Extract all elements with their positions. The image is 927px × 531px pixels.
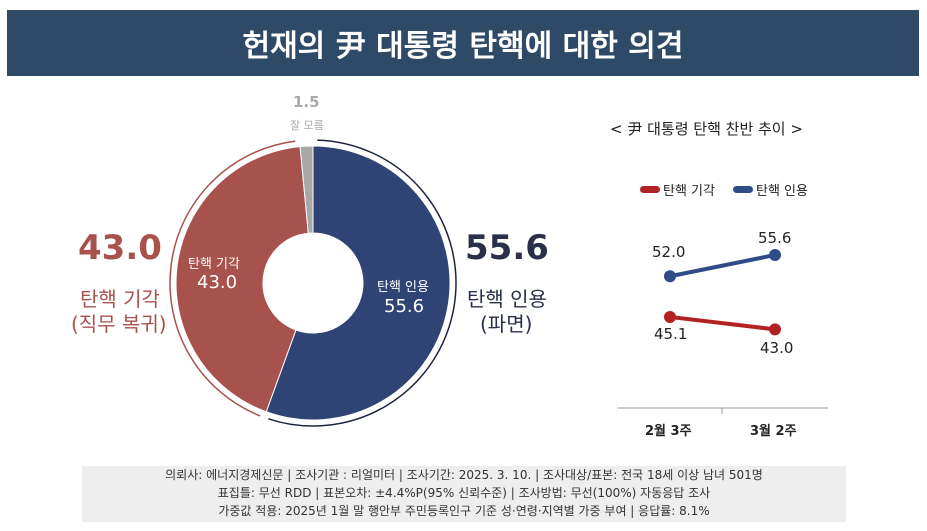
legend-oppose-icon — [640, 186, 660, 193]
donut-chart — [169, 139, 457, 427]
approve-big-value: 55.6 — [465, 228, 549, 268]
slice-unknown — [299, 145, 314, 234]
x-tick-0: 2월 3주 — [645, 424, 692, 439]
oppose-big-value: 43.0 — [78, 228, 162, 268]
point-oppose-1 — [769, 323, 781, 336]
x-tick-1: 3월 2주 — [750, 424, 797, 439]
series-line-approve — [669, 253, 776, 279]
approve-inner-value: 55.6 — [384, 296, 425, 317]
oppose-label-0: 45.1 — [654, 325, 688, 343]
line-chart — [618, 249, 828, 414]
approve-label-1: 55.6 — [758, 229, 792, 247]
oppose-inner-label: 탄핵 기각 — [188, 257, 240, 272]
point-approve-1 — [769, 249, 781, 261]
page-title: 헌재의 尹 대통령 탄핵에 대한 의견 — [7, 10, 919, 76]
legend-approve-label: 탄핵 인용 — [756, 184, 808, 199]
slice-oppose-bracket-arc — [169, 140, 296, 417]
approve-title: 탄핵 인용 — [467, 287, 547, 311]
oppose-sub: (직무 복귀) — [71, 312, 167, 336]
slice-approve-bracket-arc — [268, 139, 457, 427]
slice-oppose — [175, 146, 309, 413]
slice-approve — [265, 145, 451, 421]
oppose-label-1: 43.0 — [760, 339, 794, 357]
survey-footnote: 의뢰사: 에너지경제신문 | 조사기관 : 리얼미터 | 조사기간: 2025.… — [82, 466, 846, 522]
oppose-title: 탄핵 기각 — [80, 287, 160, 311]
oppose-inner-value: 43.0 — [197, 272, 238, 293]
footnote-line-1: 의뢰사: 에너지경제신문 | 조사기관 : 리얼미터 | 조사기간: 2025.… — [165, 468, 763, 482]
unknown-label: 잘 모름 — [290, 119, 324, 132]
approve-label-0: 52.0 — [652, 243, 686, 261]
legend-oppose: 탄핵 기각 — [640, 180, 715, 199]
legend-approve-icon — [733, 186, 753, 193]
approve-sub: (파면) — [480, 312, 533, 336]
legend-approve: 탄핵 인용 — [733, 180, 808, 199]
line-chart-title: < 尹 대통령 탄핵 찬반 추이 > — [610, 120, 803, 138]
unknown-value: 1.5 — [293, 93, 320, 111]
point-approve-0 — [664, 270, 676, 283]
footnote-line-3: 가중값 적용: 2025년 1월 말 행안부 주민등록인구 기준 성·연령·지역… — [218, 504, 710, 518]
series-line-oppose — [669, 314, 776, 332]
legend-oppose-label: 탄핵 기각 — [663, 184, 715, 199]
footnote-line-2: 표집틀: 무선 RDD | 표본오차: ±4.4%P(95% 신뢰수준) | 조… — [217, 486, 711, 500]
approve-inner-label: 탄핵 인용 — [377, 280, 429, 295]
point-oppose-0 — [664, 310, 676, 323]
